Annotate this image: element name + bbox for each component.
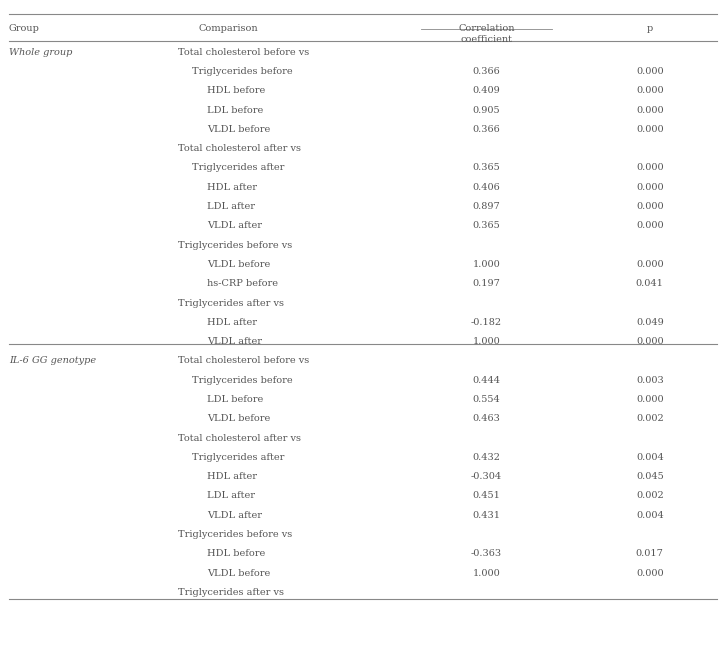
- Text: coefficient: coefficient: [460, 35, 513, 44]
- Text: VLDL before: VLDL before: [207, 415, 270, 423]
- Text: 0.366: 0.366: [473, 67, 500, 76]
- Text: Triglycerides before vs: Triglycerides before vs: [178, 241, 292, 250]
- Text: LDL after: LDL after: [207, 492, 255, 500]
- Text: VLDL before: VLDL before: [207, 568, 270, 577]
- Text: 1.000: 1.000: [473, 260, 500, 269]
- Text: Total cholesterol before vs: Total cholesterol before vs: [178, 356, 309, 366]
- Text: 0.000: 0.000: [636, 221, 664, 230]
- Text: 0.905: 0.905: [473, 105, 500, 114]
- Text: 0.041: 0.041: [636, 279, 664, 288]
- Text: 0.017: 0.017: [636, 549, 664, 559]
- Text: 0.000: 0.000: [636, 164, 664, 173]
- Text: Group: Group: [9, 24, 40, 33]
- Text: HDL after: HDL after: [207, 318, 257, 327]
- Text: 0.000: 0.000: [636, 568, 664, 577]
- Text: 0.000: 0.000: [636, 202, 664, 211]
- Text: 0.554: 0.554: [473, 395, 500, 404]
- Text: IL-6 GG genotype: IL-6 GG genotype: [9, 356, 96, 366]
- Text: 0.365: 0.365: [473, 221, 500, 230]
- Text: VLDL before: VLDL before: [207, 125, 270, 134]
- Text: Total cholesterol before vs: Total cholesterol before vs: [178, 48, 309, 57]
- Text: Whole group: Whole group: [9, 48, 72, 57]
- Text: 0.000: 0.000: [636, 105, 664, 114]
- Text: 1.000: 1.000: [473, 337, 500, 346]
- Text: Triglycerides after: Triglycerides after: [192, 164, 285, 173]
- Text: HDL after: HDL after: [207, 182, 257, 192]
- Text: -0.182: -0.182: [471, 318, 502, 327]
- Text: LDL before: LDL before: [207, 105, 263, 114]
- Text: HDL before: HDL before: [207, 549, 265, 559]
- Text: 0.000: 0.000: [636, 125, 664, 134]
- Text: 0.002: 0.002: [636, 492, 664, 500]
- Text: Triglycerides before: Triglycerides before: [192, 67, 293, 76]
- Text: VLDL after: VLDL after: [207, 337, 262, 346]
- Text: 0.432: 0.432: [473, 453, 500, 462]
- Text: Triglycerides after vs: Triglycerides after vs: [178, 298, 284, 307]
- Text: 0.451: 0.451: [473, 492, 500, 500]
- Text: 0.000: 0.000: [636, 337, 664, 346]
- Text: 0.366: 0.366: [473, 125, 500, 134]
- Text: 0.000: 0.000: [636, 260, 664, 269]
- Text: VLDL before: VLDL before: [207, 260, 270, 269]
- Text: 0.004: 0.004: [636, 511, 664, 520]
- Text: 0.002: 0.002: [636, 415, 664, 423]
- Text: -0.304: -0.304: [471, 472, 502, 481]
- Text: HDL after: HDL after: [207, 472, 257, 481]
- Text: 0.000: 0.000: [636, 86, 664, 95]
- Text: Comparison: Comparison: [199, 24, 258, 33]
- Text: VLDL after: VLDL after: [207, 511, 262, 520]
- Text: HDL before: HDL before: [207, 86, 265, 95]
- Text: 0.000: 0.000: [636, 395, 664, 404]
- Text: VLDL after: VLDL after: [207, 221, 262, 230]
- Text: Triglycerides before: Triglycerides before: [192, 375, 293, 385]
- Text: Total cholesterol after vs: Total cholesterol after vs: [178, 434, 301, 443]
- Text: Triglycerides before vs: Triglycerides before vs: [178, 530, 292, 539]
- Text: 0.045: 0.045: [636, 472, 664, 481]
- Text: Total cholesterol after vs: Total cholesterol after vs: [178, 144, 301, 153]
- Text: Correlation: Correlation: [458, 24, 515, 33]
- Text: 0.409: 0.409: [473, 86, 500, 95]
- Text: 0.463: 0.463: [473, 415, 500, 423]
- Text: 0.197: 0.197: [473, 279, 500, 288]
- Text: 0.444: 0.444: [473, 375, 500, 385]
- Text: -0.363: -0.363: [471, 549, 502, 559]
- Text: 0.897: 0.897: [473, 202, 500, 211]
- Text: LDL after: LDL after: [207, 202, 255, 211]
- Text: 0.406: 0.406: [473, 182, 500, 192]
- Text: hs-CRP before: hs-CRP before: [207, 279, 278, 288]
- Text: Triglycerides after: Triglycerides after: [192, 453, 285, 462]
- Text: 1.000: 1.000: [473, 568, 500, 577]
- Text: 0.365: 0.365: [473, 164, 500, 173]
- Text: 0.000: 0.000: [636, 182, 664, 192]
- Text: 0.049: 0.049: [636, 318, 664, 327]
- Text: 0.431: 0.431: [473, 511, 500, 520]
- Text: Triglycerides after vs: Triglycerides after vs: [178, 588, 284, 597]
- Text: 0.000: 0.000: [636, 67, 664, 76]
- Text: 0.004: 0.004: [636, 453, 664, 462]
- Text: LDL before: LDL before: [207, 395, 263, 404]
- Text: 0.003: 0.003: [636, 375, 664, 385]
- Text: p: p: [647, 24, 653, 33]
